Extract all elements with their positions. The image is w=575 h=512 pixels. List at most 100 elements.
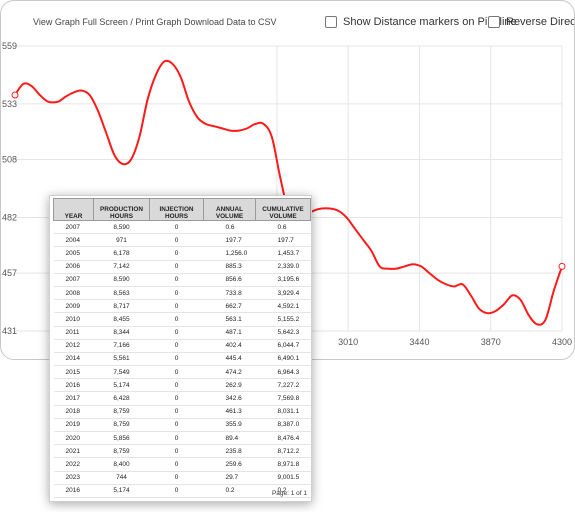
table-cell: 0 — [149, 339, 204, 353]
table-cell: 1,453.7 — [255, 246, 311, 261]
table-cell: 0 — [149, 378, 204, 393]
table-cell: 0 — [149, 326, 204, 340]
table-cell: 2018 — [53, 405, 94, 419]
y-tick-label: 508 — [2, 155, 17, 165]
column-header[interactable]: CUMULATIVE VOLUME — [255, 198, 311, 221]
view-full-screen-link[interactable]: View Graph Full Screen — [33, 17, 128, 27]
table-row: 2005 6,178 0 1,256.0 1,453.7 — [53, 246, 311, 261]
table-cell: 3,195.6 — [255, 273, 311, 287]
y-tick-label: 457 — [2, 268, 17, 278]
table-row: 2009 8,717 0 662.7 4,592.1 — [53, 299, 311, 314]
table-cell: 7,142 — [93, 260, 150, 274]
table-cell: 8,400 — [93, 457, 150, 472]
table-cell: 9,001.5 — [255, 471, 311, 485]
reverse-direction-label: Reverse Direction — [506, 16, 574, 28]
table-cell: 0 — [149, 299, 204, 314]
table-cell: 2007 — [53, 273, 94, 287]
table-cell: 461.3 — [203, 405, 256, 419]
table-cell: 8,387.0 — [255, 418, 311, 433]
table-cell: 6,178 — [93, 246, 150, 261]
table-cell: 8,476.4 — [255, 431, 311, 446]
table-cell: 0 — [149, 484, 204, 498]
table-cell: 2005 — [53, 246, 94, 261]
table-cell: 5,561 — [93, 352, 150, 367]
table-cell: 6,428 — [93, 391, 150, 406]
column-header[interactable]: PRODUCTION HOURS — [93, 198, 150, 221]
table-cell: 662.7 — [203, 299, 256, 314]
table-cell: 0 — [149, 431, 204, 446]
table-cell: 342.6 — [203, 391, 256, 406]
table-row: 2015 7,549 0 474.2 6,964.3 — [53, 365, 311, 380]
column-header[interactable]: INJECTION HOURS — [149, 198, 204, 221]
table-row: 2007 8,590 0 0.6 0.6 — [53, 220, 311, 235]
table-cell: 0 — [149, 286, 204, 301]
table-row: 2011 8,344 0 487.1 5,642.3 — [53, 326, 311, 340]
reverse-direction-checkbox[interactable] — [488, 16, 500, 28]
table-row: 2019 8,759 0 355.9 8,387.0 — [53, 418, 311, 433]
table-row: 2010 8,455 0 563.1 5,155.2 — [53, 312, 311, 327]
table-cell: 6,964.3 — [255, 365, 311, 380]
table-cell: 0.6 — [255, 220, 311, 235]
y-tick-label: 482 — [2, 212, 17, 222]
table-cell: 0 — [149, 405, 204, 419]
show-distance-markers-checkbox[interactable] — [325, 16, 337, 28]
table-cell: 5,174 — [93, 484, 150, 498]
column-header[interactable]: ANNUAL VOLUME — [203, 198, 256, 221]
table-cell: 744 — [93, 471, 150, 485]
table-cell: 402.4 — [203, 339, 256, 353]
table-cell: 8,455 — [93, 312, 150, 327]
graph-toolbar-links: View Graph Full Screen / Print Graph Dow… — [33, 17, 277, 27]
x-tick-label: 3010 — [338, 337, 358, 347]
table-cell: 2014 — [53, 352, 94, 367]
table-cell: 885.3 — [203, 260, 256, 274]
table-cell: 5,155.2 — [255, 312, 311, 327]
table-cell: 0 — [149, 391, 204, 406]
table-cell: 2017 — [53, 391, 94, 406]
download-csv-link[interactable]: Download Data to CSV — [183, 17, 277, 27]
x-tick-label: 3870 — [481, 337, 501, 347]
table-cell: 8,344 — [93, 326, 150, 340]
table-cell: 733.8 — [203, 286, 256, 301]
table-cell: 6,044.7 — [255, 339, 311, 353]
table-cell: 5,642.3 — [255, 326, 311, 340]
table-row: 2014 5,561 0 445.4 6,490.1 — [53, 352, 311, 367]
table-cell: 8,712.2 — [255, 444, 311, 459]
table-row: 2006 7,142 0 885.3 2,339.0 — [53, 260, 311, 274]
print-graph-link[interactable]: Print Graph — [135, 17, 182, 27]
table-cell: 8,759 — [93, 405, 150, 419]
table-cell: 0 — [149, 233, 204, 248]
table-row: 2023 744 0 29.7 9,001.5 — [53, 471, 311, 485]
table-cell: 8,717 — [93, 299, 150, 314]
table-cell: 0 — [149, 444, 204, 459]
table-cell: 5,856 — [93, 431, 150, 446]
table-cell: 0 — [149, 312, 204, 327]
table-cell: 1,256.0 — [203, 246, 256, 261]
column-header[interactable]: YEAR — [53, 198, 94, 221]
table-cell: 2016 — [53, 484, 94, 498]
show-distance-markers-label: Show Distance markers on Pipeline — [343, 16, 517, 28]
table-cell: 197.7 — [255, 233, 311, 248]
table-cell: 4,592.1 — [255, 299, 311, 314]
table-row: 2004 971 0 197.7 197.7 — [53, 233, 311, 248]
series-start-marker — [11, 91, 19, 99]
table-cell: 0 — [149, 457, 204, 472]
show-distance-markers-option[interactable]: Show Distance markers on Pipeline — [325, 16, 517, 28]
table-cell: 3,929.4 — [255, 286, 311, 301]
table-cell: 7,227.2 — [255, 378, 311, 393]
table-cell: 8,590 — [93, 220, 150, 235]
table-cell: 0.6 — [203, 220, 256, 235]
table-cell: 0 — [149, 418, 204, 433]
table-cell: 2021 — [53, 444, 94, 459]
table-cell: 445.4 — [203, 352, 256, 367]
production-data-popup: YEAR PRODUCTION HOURS INJECTION HOURS ANNUA… — [49, 195, 312, 502]
table-cell: 563.1 — [203, 312, 256, 327]
x-tick-label: 4300 — [552, 337, 572, 347]
table-cell: 474.2 — [203, 365, 256, 380]
table-cell: 0 — [149, 471, 204, 485]
pagination-label: Page: 1 of 1 — [271, 490, 307, 497]
reverse-direction-option[interactable]: Reverse Direction — [488, 16, 574, 28]
table-cell: 8,031.1 — [255, 405, 311, 419]
table-cell: 0.2 — [255, 484, 311, 498]
table-cell: 8,563 — [93, 286, 150, 301]
table-cell: 7,549 — [93, 365, 150, 380]
